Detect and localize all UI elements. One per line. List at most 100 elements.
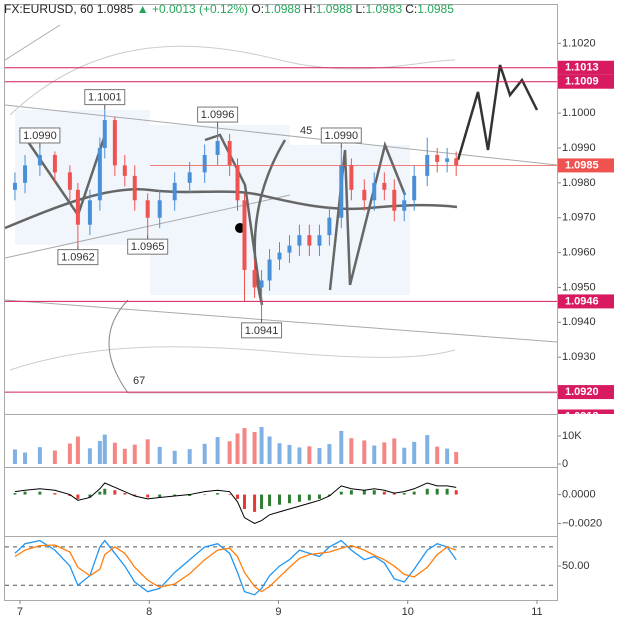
x-tick-label: 7: [17, 606, 23, 618]
candle-body: [37, 154, 42, 166]
candle-body: [235, 165, 240, 201]
volume-bar: [157, 446, 162, 464]
volume-bar: [12, 449, 17, 464]
macd-histogram: [362, 490, 366, 495]
ohlc-label: L:: [355, 2, 366, 16]
macd-histogram: [278, 494, 282, 505]
candle-body: [392, 189, 397, 211]
macd-histogram: [412, 491, 416, 495]
volume-bar: [425, 435, 430, 464]
volume-bar: [382, 442, 387, 464]
volume-bar: [277, 443, 282, 464]
macd-histogram: [253, 494, 257, 512]
volume-bar: [392, 438, 397, 464]
candle-body: [372, 182, 377, 201]
candle-body: [267, 259, 272, 281]
volume-bar: [372, 445, 377, 464]
candle-body: [307, 235, 312, 246]
candle-body: [172, 182, 177, 201]
candle-body: [102, 120, 107, 148]
macd-histogram: [103, 488, 107, 495]
y-tick-label: −0.0020: [562, 517, 602, 529]
x-tick-label: 11: [531, 606, 542, 618]
volume-bar: [122, 448, 127, 464]
candle-body: [297, 235, 302, 246]
candle-body: [202, 154, 207, 173]
y-tick-label: 0: [562, 458, 568, 470]
macd-histogram: [372, 490, 376, 495]
macd-line: [14, 482, 457, 524]
volume-bar: [75, 436, 80, 464]
level-tag-label: 1.0913: [565, 410, 599, 422]
volume-bar: [112, 442, 117, 464]
lower-panes: 0 10K 0.0000 −0.0020 50.00: [5, 426, 602, 596]
angle-label: 67: [133, 375, 145, 387]
candle-body: [445, 158, 450, 162]
macd-histogram: [203, 494, 207, 496]
last: 1.0985: [96, 2, 134, 16]
macd-histogram: [268, 494, 272, 507]
volume-bar: [297, 447, 302, 464]
macd-histogram: [88, 494, 92, 498]
pivot-label: 1.0996: [201, 109, 235, 121]
macd-histogram: [236, 494, 240, 499]
macd-histogram: [113, 490, 117, 495]
volume-bar: [145, 439, 150, 464]
candle-body: [122, 165, 127, 176]
volume-bar: [202, 443, 207, 464]
candle-body: [97, 147, 102, 201]
pivot-box: [241, 322, 283, 339]
macd-histogram: [297, 494, 301, 502]
pivot-label: 1.0990: [324, 130, 358, 142]
macd-histogram: [216, 493, 220, 495]
level-tag: [558, 409, 614, 414]
volume-bar: [435, 446, 440, 464]
y-tick-label: 1.0930: [562, 351, 596, 363]
candle-body: [317, 235, 322, 246]
macd-histogram: [188, 494, 192, 496]
ohlc-label: H:: [303, 2, 316, 16]
y-tick-label: 0.0000: [562, 488, 596, 500]
volume-bar: [97, 441, 102, 464]
candle-body: [339, 165, 344, 218]
macd-histogram: [146, 494, 150, 498]
macd-histogram: [454, 490, 458, 495]
volume-bar: [287, 444, 292, 464]
volume-bar: [227, 441, 232, 464]
x-tick-label: 9: [275, 606, 281, 618]
macd-histogram: [23, 491, 27, 495]
pivot-box: [127, 238, 169, 255]
macd-histogram: [307, 494, 311, 501]
candle-body: [12, 182, 17, 190]
y-tick-label: 1.0970: [562, 212, 596, 224]
volume-bar: [252, 432, 257, 464]
volume-bar: [267, 436, 272, 464]
pivot-label: 1.0941: [245, 325, 279, 337]
pivot-label: 1.0990: [23, 130, 57, 142]
arrow: ▲: [136, 2, 149, 16]
pivot-box: [320, 127, 362, 144]
macd-histogram: [13, 493, 17, 495]
symbol: FX:EURUSD, 60: [4, 2, 94, 16]
volume-bar: [215, 437, 220, 464]
level-tag-label: 1.1013: [565, 62, 599, 74]
pivot-box: [197, 106, 239, 123]
pivot-label: 1.0965: [131, 241, 165, 253]
ohlc-label: O:: [251, 2, 265, 16]
ohlc-value: 1.0988: [315, 2, 353, 16]
volume-bar: [52, 450, 57, 464]
volume-bar: [102, 434, 107, 464]
macd-histogram: [317, 494, 321, 499]
ohlc-label: C:: [405, 2, 418, 16]
candle-body: [277, 252, 282, 260]
stoch-line: [14, 539, 457, 596]
candle-body: [215, 141, 220, 155]
candle-body: [227, 141, 232, 166]
pivot-box: [84, 89, 126, 106]
candle-body: [157, 200, 162, 218]
ohlc-value: 1.0983: [365, 2, 403, 16]
candle-body: [252, 270, 257, 288]
macd-histogram: [158, 494, 162, 498]
header: FX:EURUSD, 60 1.0985 ▲ +0.0013 (+0.12%) …: [4, 2, 457, 16]
